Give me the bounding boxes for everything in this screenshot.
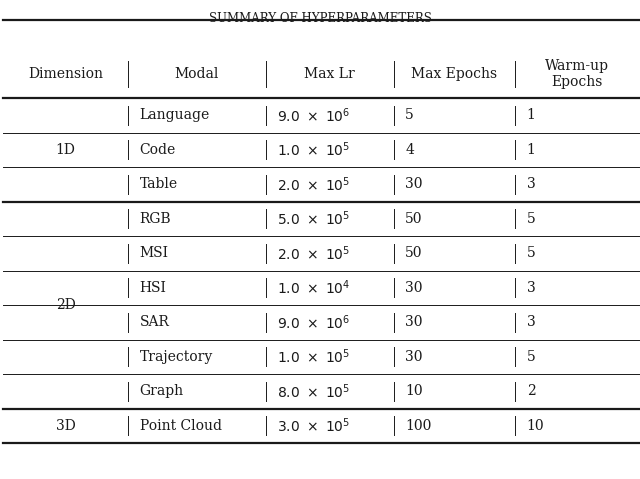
Text: 2D: 2D: [56, 298, 76, 312]
Text: 2: 2: [527, 384, 536, 399]
Text: Max Epochs: Max Epochs: [412, 67, 497, 81]
Text: 30: 30: [405, 350, 422, 364]
Text: 5: 5: [527, 212, 536, 226]
Text: $1.0\ \times\ 10^{5}$: $1.0\ \times\ 10^{5}$: [277, 348, 351, 366]
Text: 5: 5: [405, 108, 414, 123]
Text: $3.0\ \times\ 10^{5}$: $3.0\ \times\ 10^{5}$: [277, 417, 351, 435]
Text: 30: 30: [405, 281, 422, 295]
Text: 100: 100: [405, 419, 431, 433]
Text: 4: 4: [405, 143, 414, 157]
Text: Warm-up
Epochs: Warm-up Epochs: [545, 59, 609, 90]
Text: 10: 10: [405, 384, 423, 399]
Text: HSI: HSI: [140, 281, 166, 295]
Text: $9.0\ \times\ 10^{6}$: $9.0\ \times\ 10^{6}$: [277, 106, 351, 125]
Text: Language: Language: [140, 108, 210, 123]
Text: Dimension: Dimension: [28, 67, 103, 81]
Text: $8.0\ \times\ 10^{5}$: $8.0\ \times\ 10^{5}$: [277, 382, 351, 400]
Text: 5: 5: [527, 246, 536, 261]
Text: 50: 50: [405, 246, 422, 261]
Text: Modal: Modal: [175, 67, 219, 81]
Text: $2.0\ \times\ 10^{5}$: $2.0\ \times\ 10^{5}$: [277, 244, 351, 262]
Text: Table: Table: [140, 177, 178, 192]
Text: 3: 3: [527, 177, 536, 192]
Text: MSI: MSI: [140, 246, 168, 261]
Text: $2.0\ \times\ 10^{5}$: $2.0\ \times\ 10^{5}$: [277, 175, 351, 194]
Text: Code: Code: [140, 143, 176, 157]
Text: $9.0\ \times\ 10^{6}$: $9.0\ \times\ 10^{6}$: [277, 313, 351, 331]
Text: $1.0\ \times\ 10^{5}$: $1.0\ \times\ 10^{5}$: [277, 141, 351, 159]
Text: 3D: 3D: [56, 419, 76, 433]
Text: SUMMARY OF HYPERPARAMETERS: SUMMARY OF HYPERPARAMETERS: [209, 12, 431, 25]
Text: $1.0\ \times\ 10^{4}$: $1.0\ \times\ 10^{4}$: [277, 279, 351, 297]
Text: 30: 30: [405, 177, 422, 192]
Text: SAR: SAR: [140, 315, 170, 330]
Text: Max Lr: Max Lr: [304, 67, 355, 81]
Text: 50: 50: [405, 212, 422, 226]
Text: $5.0\ \times\ 10^{5}$: $5.0\ \times\ 10^{5}$: [277, 210, 351, 228]
Text: 5: 5: [527, 350, 536, 364]
Text: 3: 3: [527, 315, 536, 330]
Text: 1: 1: [527, 108, 536, 123]
Text: 3: 3: [527, 281, 536, 295]
Text: RGB: RGB: [140, 212, 171, 226]
Text: Point Cloud: Point Cloud: [140, 419, 221, 433]
Text: 1: 1: [527, 143, 536, 157]
Text: Trajectory: Trajectory: [140, 350, 212, 364]
Text: Graph: Graph: [140, 384, 184, 399]
Text: 10: 10: [527, 419, 545, 433]
Text: 1D: 1D: [56, 143, 76, 157]
Text: 30: 30: [405, 315, 422, 330]
